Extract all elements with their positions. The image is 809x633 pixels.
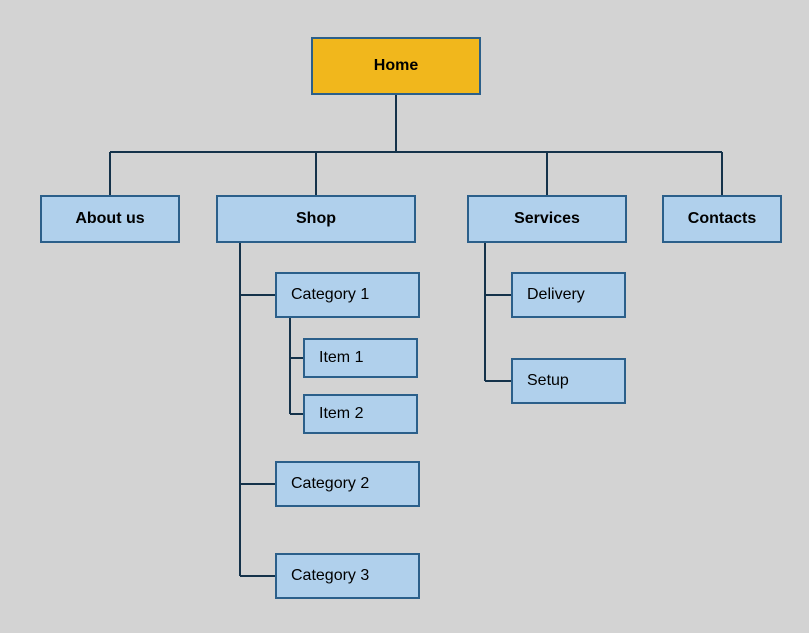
node-about-label: About us xyxy=(75,210,144,228)
node-shop: Shop xyxy=(216,195,416,243)
node-services: Services xyxy=(467,195,627,243)
node-shop-cat-2: Category 2 xyxy=(275,461,420,507)
sitemap-diagram: Home About us Shop Services Contacts Category… xyxy=(0,0,809,633)
node-home: Home xyxy=(311,37,481,95)
node-services-1-label: Delivery xyxy=(527,286,585,304)
node-shop-cat-2-label: Category 2 xyxy=(291,475,369,493)
node-services-label: Services xyxy=(514,210,580,228)
node-shop-cat-3: Category 3 xyxy=(275,553,420,599)
node-services-1: Delivery xyxy=(511,272,626,318)
node-cat1-item-2-label: Item 2 xyxy=(319,405,363,423)
node-contacts: Contacts xyxy=(662,195,782,243)
node-services-2-label: Setup xyxy=(527,372,569,390)
node-contacts-label: Contacts xyxy=(688,210,756,228)
node-services-2: Setup xyxy=(511,358,626,404)
node-home-label: Home xyxy=(374,57,418,75)
node-shop-label: Shop xyxy=(296,210,336,228)
node-shop-cat-1-label: Category 1 xyxy=(291,286,369,304)
node-cat1-item-1: Item 1 xyxy=(303,338,418,378)
node-cat1-item-1-label: Item 1 xyxy=(319,349,363,367)
node-shop-cat-1: Category 1 xyxy=(275,272,420,318)
node-about: About us xyxy=(40,195,180,243)
node-shop-cat-3-label: Category 3 xyxy=(291,567,369,585)
node-cat1-item-2: Item 2 xyxy=(303,394,418,434)
